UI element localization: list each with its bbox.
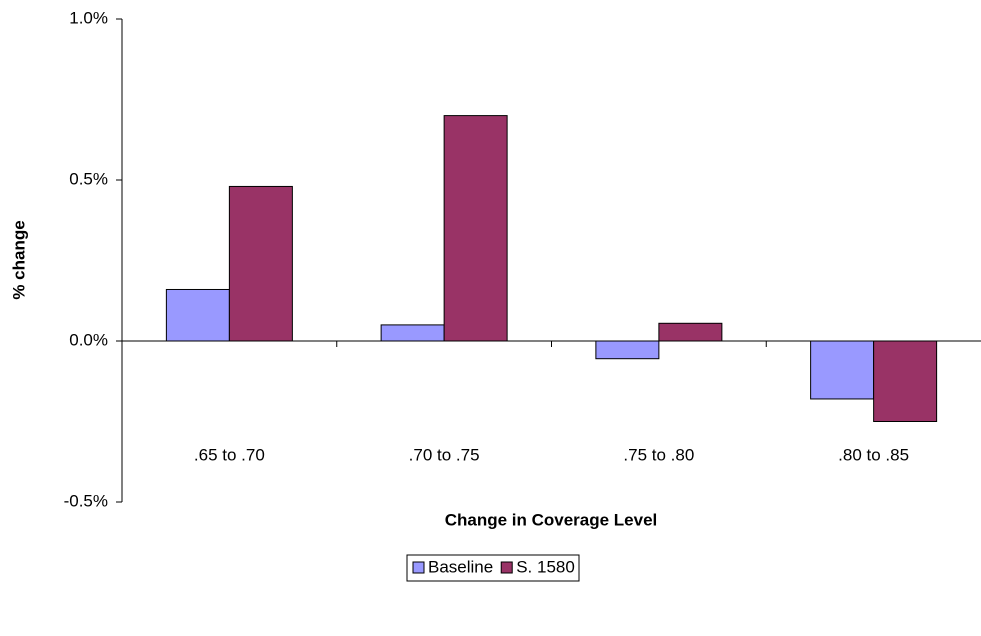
bar bbox=[873, 340, 938, 422]
legend-swatch bbox=[412, 561, 425, 574]
y-tick-label: -0.5% bbox=[64, 491, 108, 510]
y-tick-label: 1.0% bbox=[69, 8, 108, 27]
bar bbox=[658, 322, 723, 342]
x-axis-title: Change in Coverage Level bbox=[445, 510, 658, 529]
legend-swatch bbox=[500, 561, 513, 574]
legend-label: S. 1580 bbox=[516, 557, 575, 576]
legend-box bbox=[406, 554, 580, 582]
bar bbox=[595, 340, 660, 360]
bar bbox=[228, 185, 293, 342]
y-tick-label: 0.5% bbox=[69, 169, 108, 188]
x-tick-label: .80 to .85 bbox=[838, 445, 909, 464]
x-tick-label: .75 to .80 bbox=[623, 445, 694, 464]
bar bbox=[165, 288, 230, 342]
bar bbox=[380, 324, 445, 342]
bar bbox=[443, 115, 508, 342]
bar bbox=[810, 340, 875, 400]
y-axis-title: % change bbox=[9, 220, 28, 299]
x-tick-label: .65 to .70 bbox=[194, 445, 265, 464]
y-tick-label: 0.0% bbox=[69, 330, 108, 349]
legend-label: Baseline bbox=[428, 557, 493, 576]
x-tick-label: .70 to .75 bbox=[409, 445, 480, 464]
